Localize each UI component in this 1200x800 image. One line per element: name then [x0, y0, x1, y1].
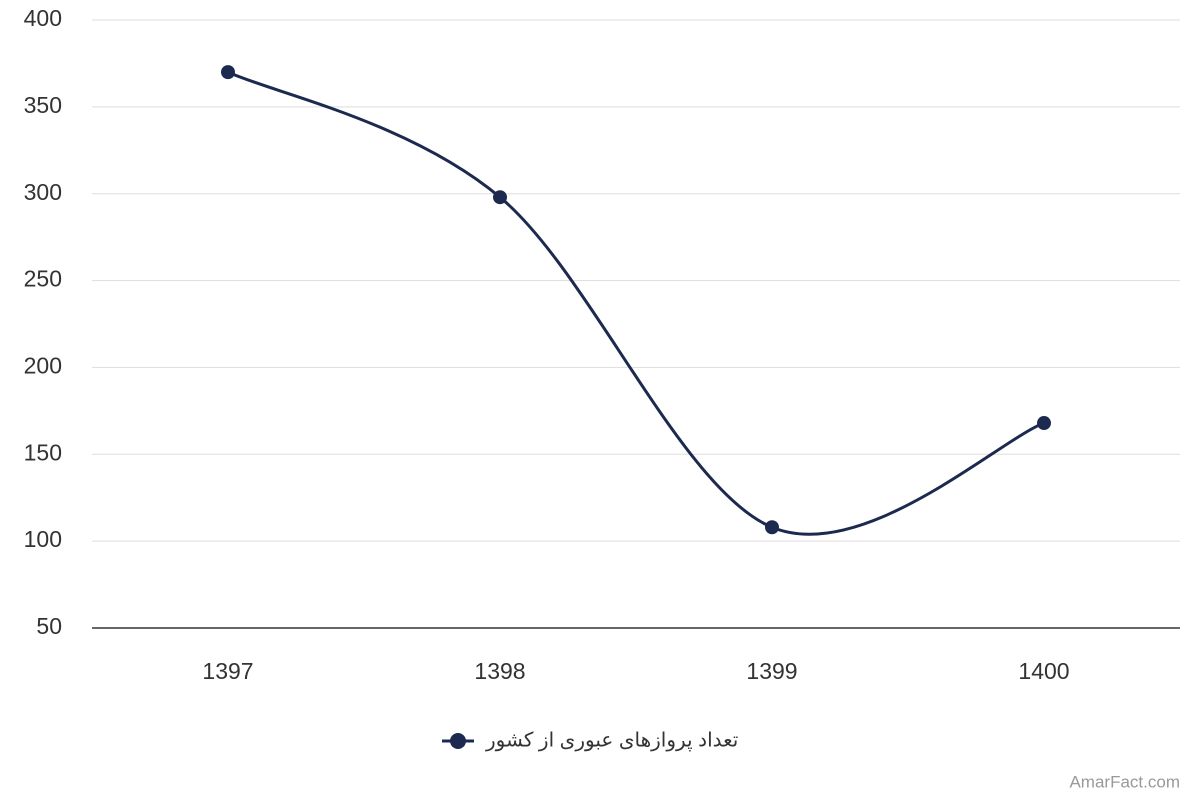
point	[765, 520, 779, 535]
point	[221, 65, 235, 80]
y-tick-label: 400	[24, 5, 62, 31]
y-tick-label: 200	[24, 353, 62, 379]
y-tick-label: 350	[24, 92, 62, 118]
y-tick-label: 100	[24, 526, 62, 552]
x-tick-label: 1400	[1018, 658, 1069, 684]
x-tick-label: 1399	[746, 658, 797, 684]
legend-marker	[450, 733, 466, 749]
y-tick-label: 300	[24, 179, 62, 205]
y-tick-label: 250	[24, 266, 62, 292]
y-tick-label: 50	[36, 613, 62, 639]
y-tick-label: 150	[24, 439, 62, 465]
credit: AmarFact.com	[1069, 772, 1180, 791]
x-tick-label: 1398	[474, 658, 525, 684]
line	[227, 70, 1045, 536]
point	[1037, 416, 1051, 431]
point	[493, 190, 507, 205]
legend-label: تعداد پروازهای عبوری از کشور	[485, 729, 738, 752]
x-tick-label: 1397	[202, 658, 253, 684]
